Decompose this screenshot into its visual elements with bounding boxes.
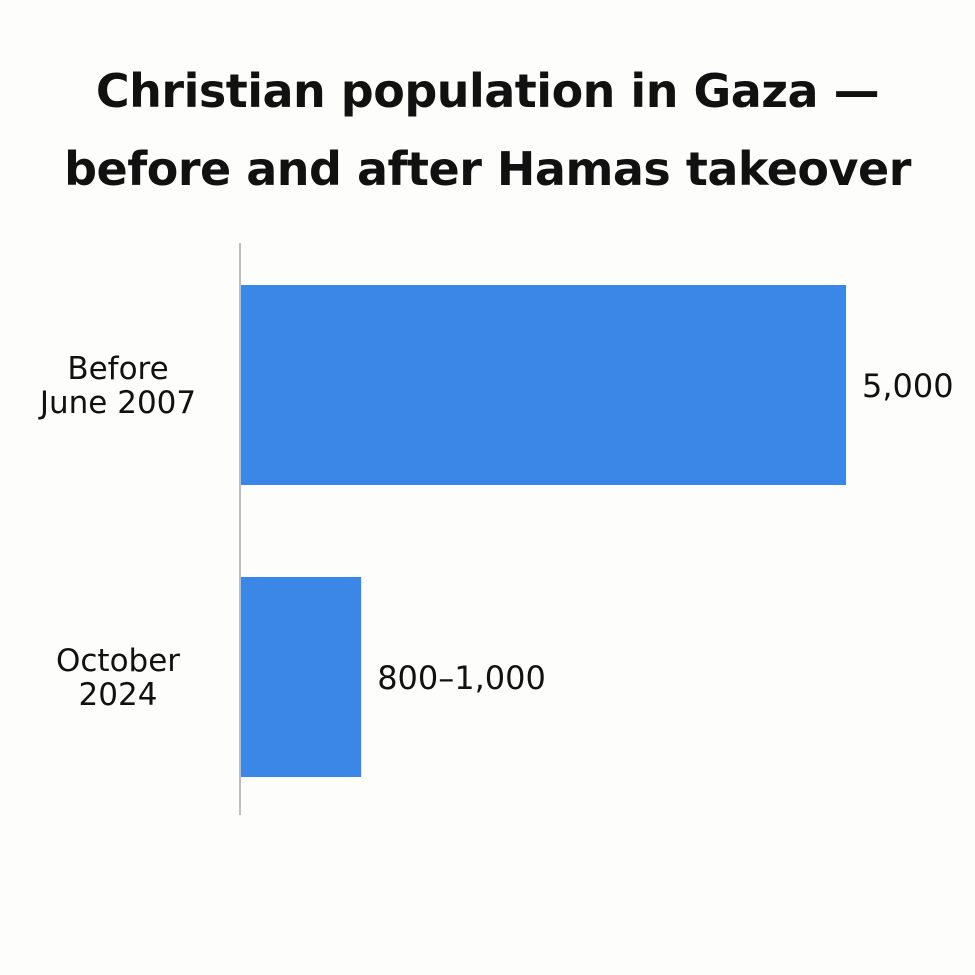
category-label-1-line-1: 2024 [79, 677, 158, 713]
bar-1 [240, 577, 362, 777]
chart-title-line-2: before and after Hamas takeover [64, 142, 911, 196]
data-label-1: 800–1,000 [377, 659, 546, 697]
chart-title-line-1: Christian population in Gaza — [95, 64, 880, 118]
chart-title: Christian population in Gaza — before an… [0, 52, 975, 208]
category-label-0-line-0: Before [67, 351, 168, 387]
category-label-1-line-0: October [56, 643, 180, 679]
category-label-0-line-1: June 2007 [38, 385, 196, 421]
data-label-0: 5,000 [862, 367, 954, 405]
bar-0 [240, 285, 846, 485]
